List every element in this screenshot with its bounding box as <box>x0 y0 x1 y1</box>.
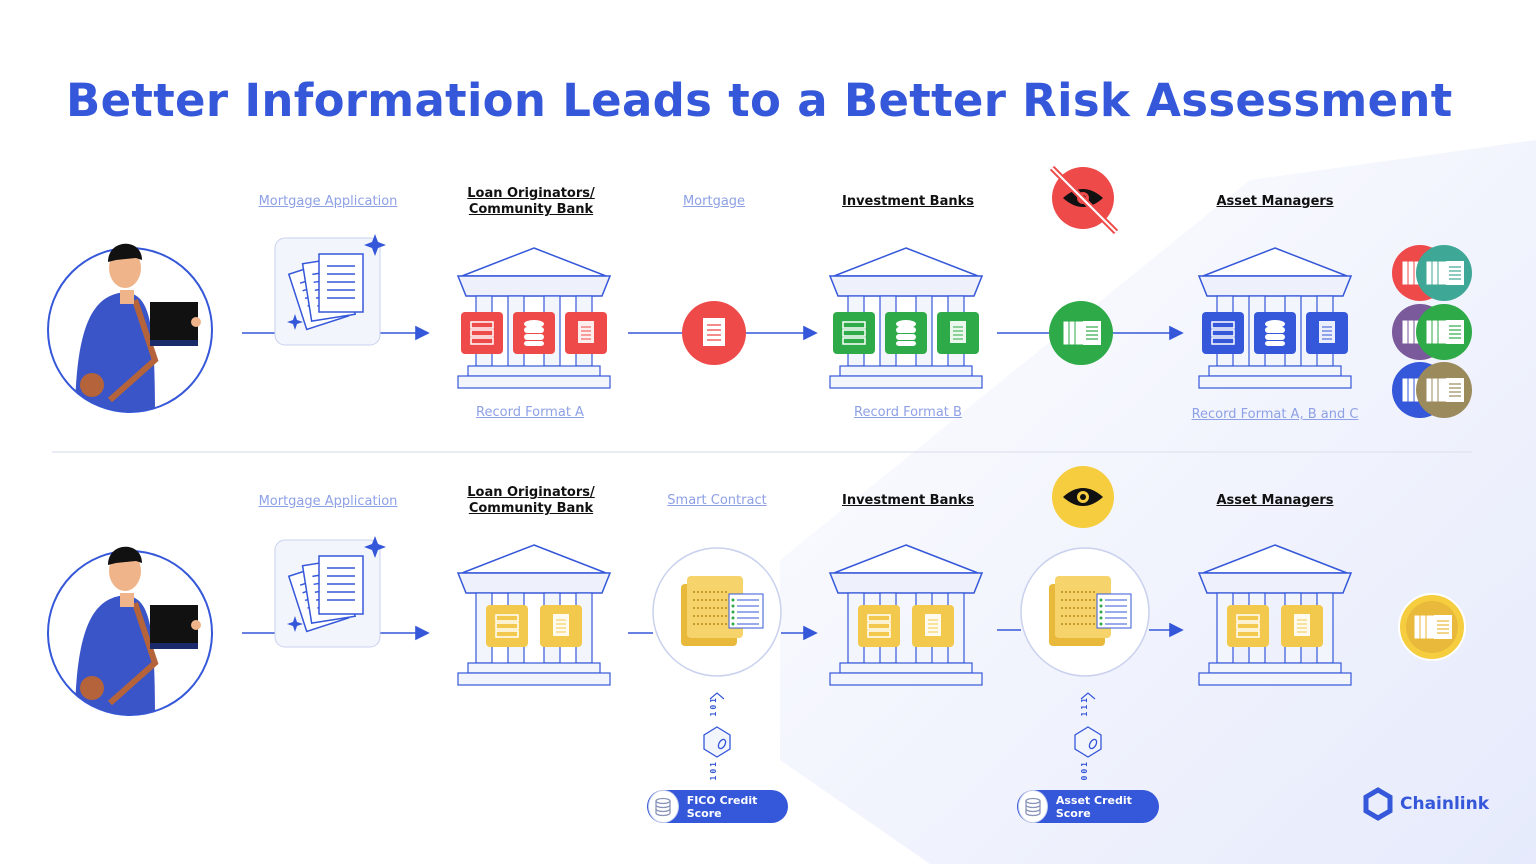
bank-blue-records-icon <box>1197 247 1353 389</box>
label-line: Community Bank <box>468 202 594 217</box>
bits-top: 101 <box>709 696 718 717</box>
documents-icon <box>274 536 386 648</box>
document-red-icon <box>682 301 746 365</box>
label-investment-banks: Investment Banks <box>841 493 975 508</box>
chainlink-oracle-icon <box>1074 692 1102 758</box>
label-mortgage-application[interactable]: Mortgage Application <box>258 194 398 209</box>
label-record-format-abc[interactable]: Record Format A, B and C <box>1191 407 1359 422</box>
label-line: Loan Originators/ <box>467 186 595 201</box>
fico-credit-score-pill: FICO Credit Score <box>647 790 788 823</box>
stacked-record-circles-icon <box>1392 245 1472 418</box>
chainlink-hexagon-icon <box>1363 787 1393 821</box>
bank-green-records-icon <box>828 247 984 389</box>
label-investment-banks: Investment Banks <box>841 194 975 209</box>
label-line: Loan Originators/ <box>467 485 595 500</box>
eye-icon <box>1052 466 1114 528</box>
flow-arrows <box>242 325 1184 641</box>
pill-label: FICO Credit Score <box>686 793 758 820</box>
label-smart-contract[interactable]: Smart Contract <box>667 493 767 508</box>
label-loan-originators: Loan Originators/Community Bank <box>467 485 595 517</box>
bank-red-records-icon <box>456 247 612 389</box>
label-asset-managers: Asset Managers <box>1216 493 1334 508</box>
database-icon <box>1018 790 1048 823</box>
person-icon <box>47 546 213 716</box>
smart-contract-icon <box>652 547 782 677</box>
documents-green-icon <box>1049 301 1113 365</box>
bits-top: 111 <box>1080 696 1089 717</box>
chainlink-oracle-icon <box>703 692 731 758</box>
label-loan-originators: Loan Originators/Community Bank <box>467 186 595 218</box>
bits-bottom: 001 <box>1080 760 1089 781</box>
bits-bottom: 101 <box>709 760 718 781</box>
bank-yellow-records-icon <box>828 544 984 686</box>
bank-yellow-records-icon <box>1197 544 1353 686</box>
label-mortgage[interactable]: Mortgage <box>682 194 746 209</box>
documents-icon <box>274 234 386 346</box>
label-line: Community Bank <box>468 501 594 516</box>
documents-yellow-icon <box>1398 593 1466 661</box>
smart-contract-icon <box>1020 547 1150 677</box>
label-mortgage-application[interactable]: Mortgage Application <box>258 494 398 509</box>
database-icon <box>648 790 679 823</box>
label-record-format-a[interactable]: Record Format A <box>476 405 584 420</box>
pill-label: Asset Credit Score <box>1055 793 1132 820</box>
chainlink-logo: Chainlink <box>1363 787 1490 821</box>
eye-off-icon <box>1049 165 1119 235</box>
bank-yellow-records-icon <box>456 544 612 686</box>
page-title: Better Information Leads to a Better Ris… <box>66 74 1453 127</box>
person-icon <box>47 243 213 413</box>
asset-credit-score-pill: Asset Credit Score <box>1017 790 1159 823</box>
logo-text: Chainlink <box>1400 794 1490 814</box>
label-asset-managers: Asset Managers <box>1216 194 1334 209</box>
label-record-format-b[interactable]: Record Format B <box>854 405 962 420</box>
